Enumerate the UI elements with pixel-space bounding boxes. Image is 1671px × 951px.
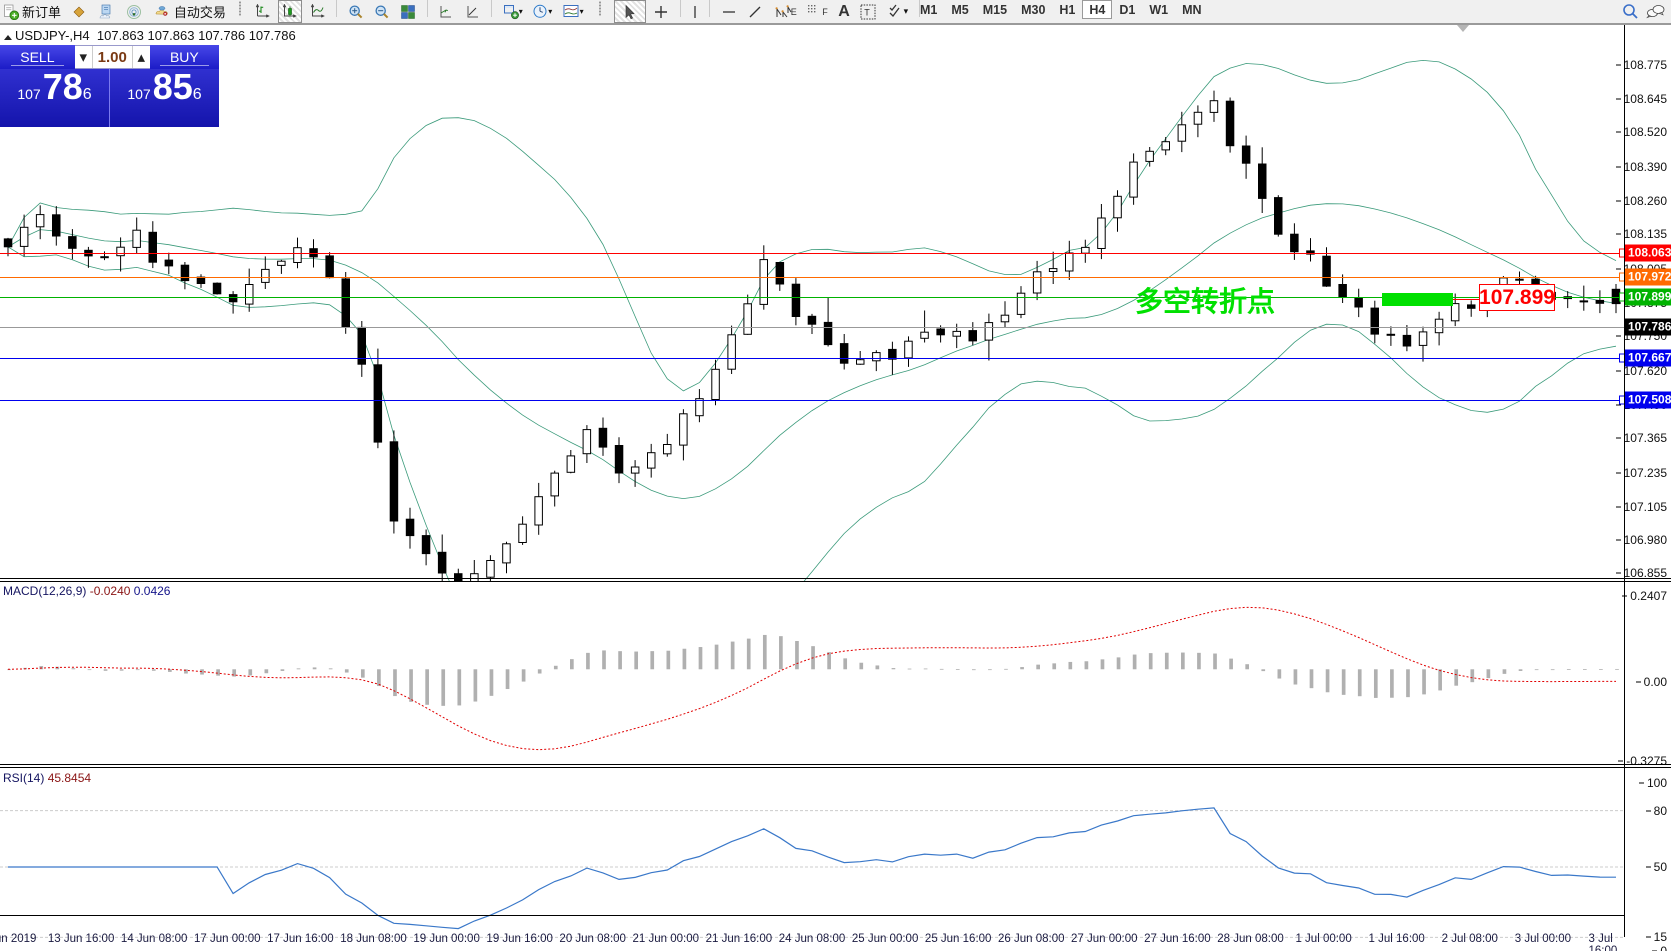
- svg-text:T: T: [865, 7, 871, 17]
